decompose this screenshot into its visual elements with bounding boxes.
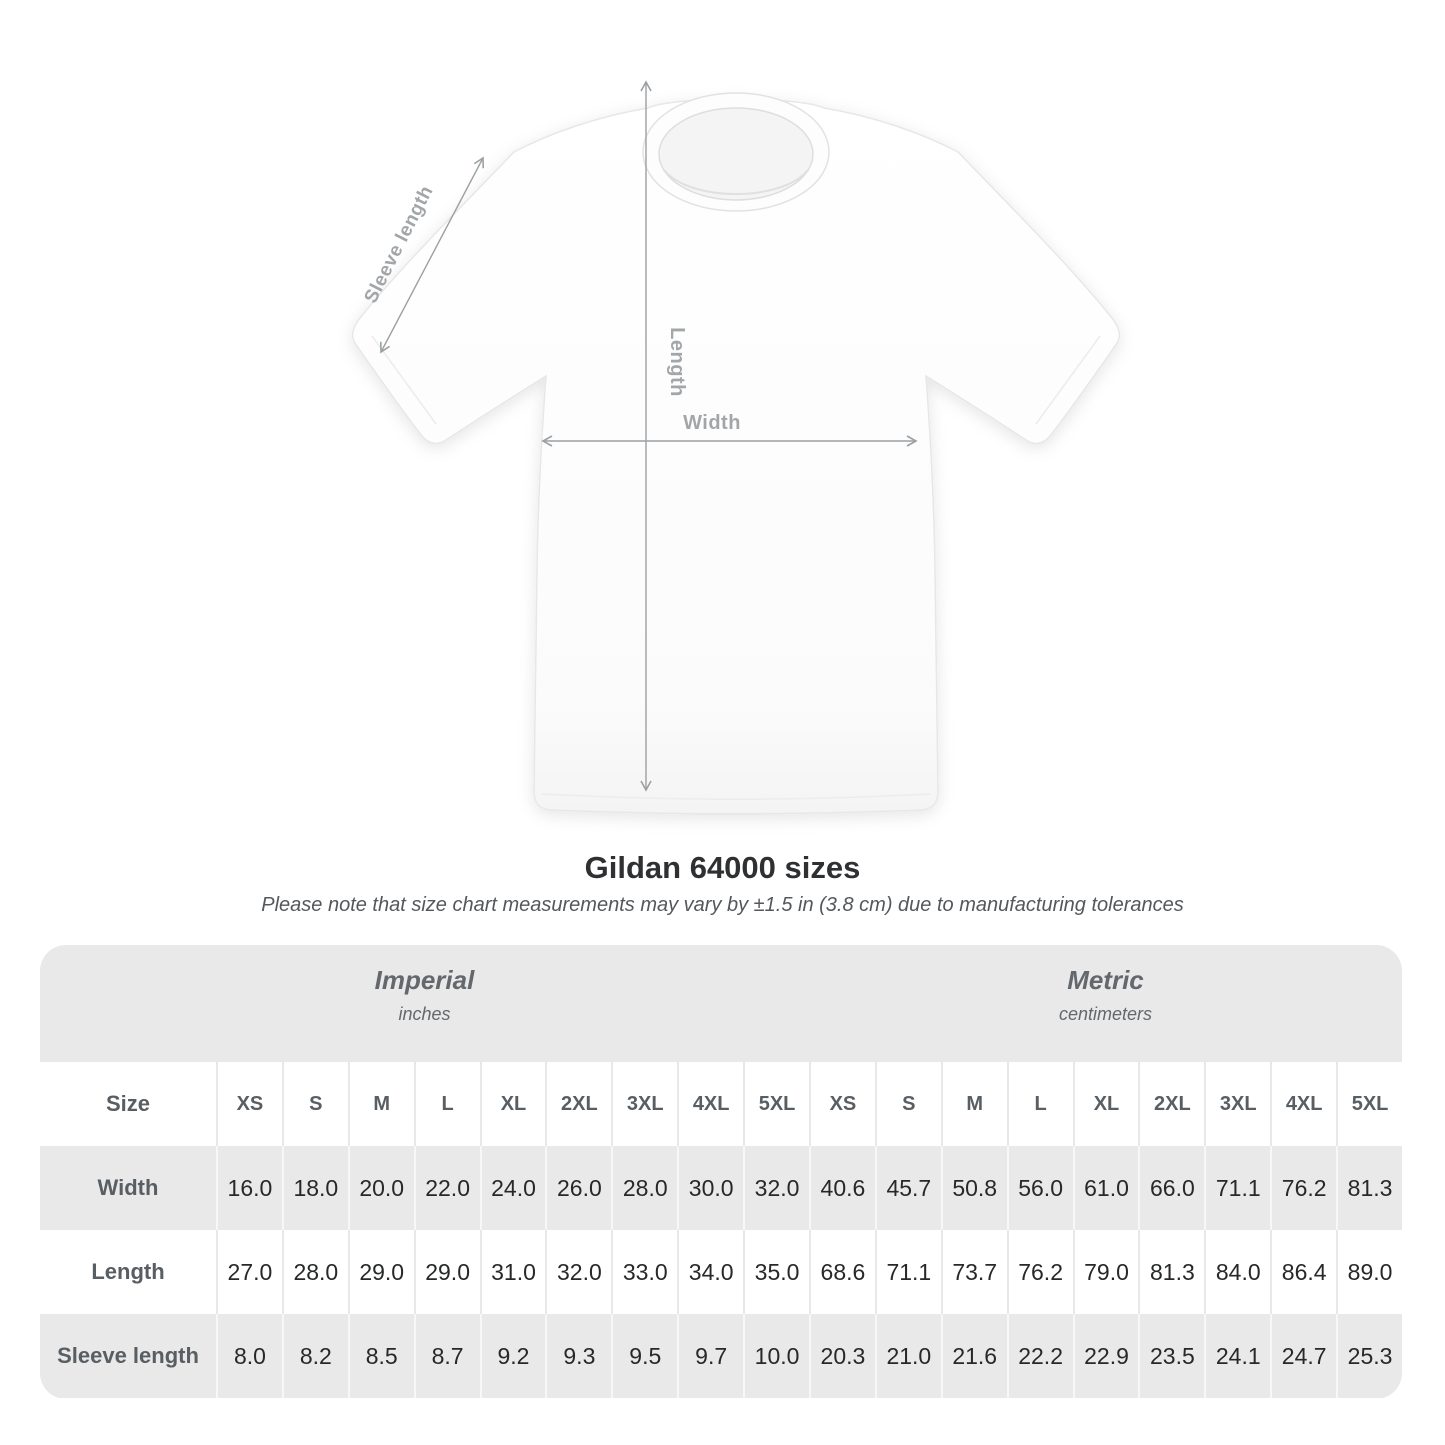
size-header-cell: S <box>281 1062 348 1146</box>
imperial-unit: inches <box>398 1004 451 1024</box>
table-cell: 24.7 <box>1270 1314 1336 1398</box>
table-cell: 18.0 <box>281 1146 348 1230</box>
length-label: Length <box>666 327 688 397</box>
table-body: Width 16.0 18.0 20.0 22.0 24.0 26.0 28.0 30.0 32.… <box>40 1146 1402 1398</box>
table-cell: 24.1 <box>1204 1314 1270 1398</box>
table-cell: 24.0 <box>479 1146 546 1230</box>
row-label-cell: Sleeve length <box>57 1343 199 1368</box>
table-cell: 81.3 <box>1138 1230 1204 1314</box>
table-cell: 9.3 <box>545 1314 611 1398</box>
table-cell: 22.2 <box>1006 1314 1073 1398</box>
unit-header-band: Imperial inches Metric centimeters <box>40 945 1402 1062</box>
table-cell: 10.0 <box>743 1314 809 1398</box>
table-cell: 76.2 <box>1006 1230 1073 1314</box>
tshirt-measurement-diagram: Sleeve length Length Width <box>352 80 1120 815</box>
table-cell: 31.0 <box>479 1230 546 1314</box>
tolerance-note: Please note that size chart measurements… <box>261 894 1184 916</box>
metric-label: Metric <box>1067 965 1144 995</box>
table-cell: 9.7 <box>677 1314 743 1398</box>
size-header-cell: XL <box>1072 1062 1139 1146</box>
table-row: Length 27.0 28.0 29.0 29.0 31.0 32.0 33.0 34.0 35… <box>40 1230 1402 1314</box>
table-cell: 8.5 <box>347 1314 414 1398</box>
size-header-cell: M <box>347 1062 414 1146</box>
table-cell: 84.0 <box>1204 1230 1270 1314</box>
table-row: Sleeve length 8.0 8.2 8.5 8.7 9.2 9.3 9.5 9.7 10.… <box>40 1314 1402 1398</box>
row-label-cell: Width <box>97 1175 159 1200</box>
table-cell: 40.6 <box>808 1146 875 1230</box>
sleeve-length-arrow <box>379 156 485 354</box>
table-cell: 30.0 <box>677 1146 743 1230</box>
width-label: Width <box>683 412 741 434</box>
table-cell: 32.0 <box>743 1146 809 1230</box>
row-label-cell: Length <box>91 1259 165 1284</box>
table-cell: 28.0 <box>281 1230 348 1314</box>
table-cell: 20.0 <box>347 1146 414 1230</box>
table-cell: 16.0 <box>216 1146 282 1230</box>
measurement-arrows <box>379 80 918 792</box>
table-cell: 23.5 <box>1138 1314 1204 1398</box>
size-header-cell: XS <box>808 1062 875 1146</box>
table-cell: 50.8 <box>940 1146 1007 1230</box>
table-cell: 8.7 <box>413 1314 480 1398</box>
size-header-cell: L <box>413 1062 480 1146</box>
imperial-header: Imperial inches <box>40 945 809 1062</box>
table-cell: 34.0 <box>677 1230 743 1314</box>
table-cell: 79.0 <box>1072 1230 1139 1314</box>
table-cell: 29.0 <box>347 1230 414 1314</box>
table-cell: 8.2 <box>281 1314 348 1398</box>
table-cell: 27.0 <box>216 1230 282 1314</box>
table-cell: 9.5 <box>611 1314 677 1398</box>
size-header-cell: 4XL <box>1270 1062 1336 1146</box>
metric-header: Metric centimeters <box>809 945 1402 1062</box>
size-header-cell: 3XL <box>1204 1062 1270 1146</box>
table-cell: 61.0 <box>1072 1146 1139 1230</box>
table-cell: 25.3 <box>1336 1314 1402 1398</box>
size-header-cell: S <box>874 1062 941 1146</box>
size-header-cell: XL <box>479 1062 546 1146</box>
table-cell: 86.4 <box>1270 1230 1336 1314</box>
table-cell: 32.0 <box>545 1230 611 1314</box>
size-header-cell: M <box>940 1062 1007 1146</box>
size-chart-table: Imperial inches Metric centimeters Size … <box>40 945 1402 1399</box>
table-cell: 45.7 <box>874 1146 941 1230</box>
size-column-header: Size <box>105 1091 151 1116</box>
size-header-cell: 2XL <box>1138 1062 1204 1146</box>
size-header-cell: L <box>1006 1062 1073 1146</box>
tshirt-graphic <box>352 92 1120 815</box>
table-cell: 56.0 <box>1006 1146 1073 1230</box>
size-header-cell: 5XL <box>743 1062 809 1146</box>
size-header-cell: 3XL <box>611 1062 677 1146</box>
table-cell: 21.0 <box>874 1314 941 1398</box>
table-cell: 22.0 <box>413 1146 480 1230</box>
table-cell: 71.1 <box>874 1230 941 1314</box>
table-cell: 26.0 <box>545 1146 611 1230</box>
size-header-cell: 2XL <box>545 1062 611 1146</box>
metric-unit: centimeters <box>1058 1004 1152 1024</box>
table-cell: 73.7 <box>940 1230 1007 1314</box>
table-cell: 8.0 <box>216 1314 282 1398</box>
table-row: Width 16.0 18.0 20.0 22.0 24.0 26.0 28.0 30.0 32.… <box>40 1146 1402 1230</box>
size-header-row: Size XS S M L XL 2XL 3XL 4XL 5XL XS S M L XL 2XL 3XL 4XL… <box>40 1062 1402 1146</box>
table-cell: 81.3 <box>1336 1146 1402 1230</box>
page-title: Gildan 64000 sizes <box>584 850 861 885</box>
size-header-cell: XS <box>216 1062 282 1146</box>
table-cell: 33.0 <box>611 1230 677 1314</box>
table-cell: 28.0 <box>611 1146 677 1230</box>
table-cell: 89.0 <box>1336 1230 1402 1314</box>
table-cell: 9.2 <box>479 1314 546 1398</box>
table-cell: 68.6 <box>808 1230 875 1314</box>
table-cell: 21.6 <box>940 1314 1007 1398</box>
table-cell: 71.1 <box>1204 1146 1270 1230</box>
imperial-label: Imperial <box>374 965 475 995</box>
table-cell: 35.0 <box>743 1230 809 1314</box>
table-cell: 20.3 <box>808 1314 875 1398</box>
table-cell: 22.9 <box>1072 1314 1139 1398</box>
table-cell: 76.2 <box>1270 1146 1336 1230</box>
table-cell: 29.0 <box>413 1230 480 1314</box>
collar-graphic <box>642 92 830 212</box>
size-header-cell: 4XL <box>677 1062 743 1146</box>
table-cell: 66.0 <box>1138 1146 1204 1230</box>
size-header-cell: 5XL <box>1336 1062 1402 1146</box>
